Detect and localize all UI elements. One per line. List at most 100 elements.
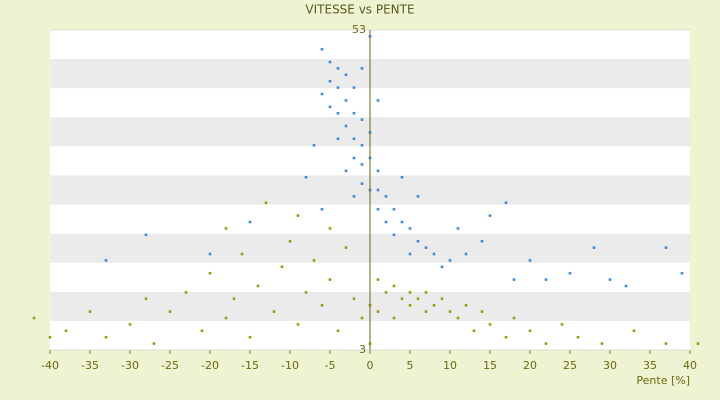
point	[440, 297, 444, 301]
point	[512, 278, 516, 281]
x-tick-label: -35	[81, 359, 99, 372]
point	[560, 323, 564, 326]
point	[376, 99, 380, 102]
point	[344, 73, 348, 77]
point	[432, 252, 436, 256]
point	[224, 227, 228, 230]
point	[360, 67, 364, 70]
point	[424, 310, 428, 313]
point	[328, 227, 332, 230]
point	[424, 246, 428, 249]
y-tick-label: 53	[352, 23, 366, 36]
point	[416, 239, 420, 243]
point	[384, 195, 388, 198]
point	[344, 169, 348, 173]
point	[352, 137, 356, 141]
point	[448, 259, 452, 262]
point	[352, 156, 356, 160]
point	[408, 252, 412, 256]
x-tick-label: -20	[201, 359, 219, 372]
point	[696, 342, 700, 345]
point	[440, 265, 444, 269]
x-tick-label: 30	[603, 359, 617, 372]
point	[472, 329, 476, 333]
x-tick-label: 15	[483, 359, 497, 372]
point	[376, 278, 380, 281]
point	[288, 239, 292, 243]
x-tick-label: 5	[407, 359, 414, 372]
point	[320, 47, 324, 51]
point	[432, 303, 436, 307]
point	[104, 259, 108, 262]
point	[480, 310, 484, 313]
point	[152, 342, 156, 345]
x-tick-label: -5	[325, 359, 336, 372]
x-tick-label: 20	[523, 359, 537, 372]
point	[360, 182, 364, 185]
point	[392, 207, 396, 211]
point	[600, 342, 604, 345]
point	[144, 297, 148, 301]
point	[280, 265, 284, 269]
point	[64, 329, 68, 333]
y-tick-label: 3	[359, 343, 366, 356]
point	[408, 227, 412, 230]
point	[456, 316, 460, 320]
point	[320, 303, 324, 307]
point	[424, 291, 428, 294]
point	[488, 214, 492, 217]
point	[392, 284, 396, 288]
point	[408, 303, 412, 307]
point	[200, 329, 204, 333]
x-axis-title: Pente [%]	[636, 374, 690, 387]
x-tick-label: -30	[121, 359, 139, 372]
point	[296, 323, 300, 326]
point	[544, 342, 548, 345]
point	[208, 271, 212, 275]
point	[360, 163, 364, 166]
point	[248, 335, 252, 339]
point	[680, 271, 684, 275]
point	[528, 259, 532, 262]
point	[416, 297, 420, 301]
point	[344, 246, 348, 249]
point	[248, 220, 252, 224]
point	[328, 60, 332, 64]
point	[416, 195, 420, 198]
point	[32, 316, 36, 320]
point	[336, 329, 340, 333]
point	[312, 143, 316, 147]
point	[400, 297, 404, 301]
point	[320, 92, 324, 96]
point	[632, 329, 636, 333]
point	[208, 252, 212, 256]
point	[344, 99, 348, 102]
point	[544, 278, 548, 281]
x-tick-label: 10	[443, 359, 457, 372]
point	[376, 188, 380, 192]
point	[488, 323, 492, 326]
point	[512, 316, 516, 320]
point	[336, 67, 340, 70]
point	[528, 329, 532, 333]
point	[144, 233, 148, 237]
point	[568, 271, 572, 275]
point	[328, 79, 332, 83]
chart-title: VITESSE vs PENTE	[305, 3, 414, 17]
point	[664, 246, 668, 249]
point	[480, 239, 484, 243]
point	[352, 297, 356, 301]
point	[400, 220, 404, 224]
point	[336, 137, 340, 141]
point	[48, 335, 52, 339]
point	[376, 169, 380, 173]
x-tick-label: -40	[41, 359, 59, 372]
point	[224, 316, 228, 320]
point	[400, 175, 404, 179]
point	[352, 111, 356, 115]
point	[376, 207, 380, 211]
point	[128, 323, 132, 326]
x-tick-label: 40	[683, 359, 697, 372]
x-tick-label: 35	[643, 359, 657, 372]
